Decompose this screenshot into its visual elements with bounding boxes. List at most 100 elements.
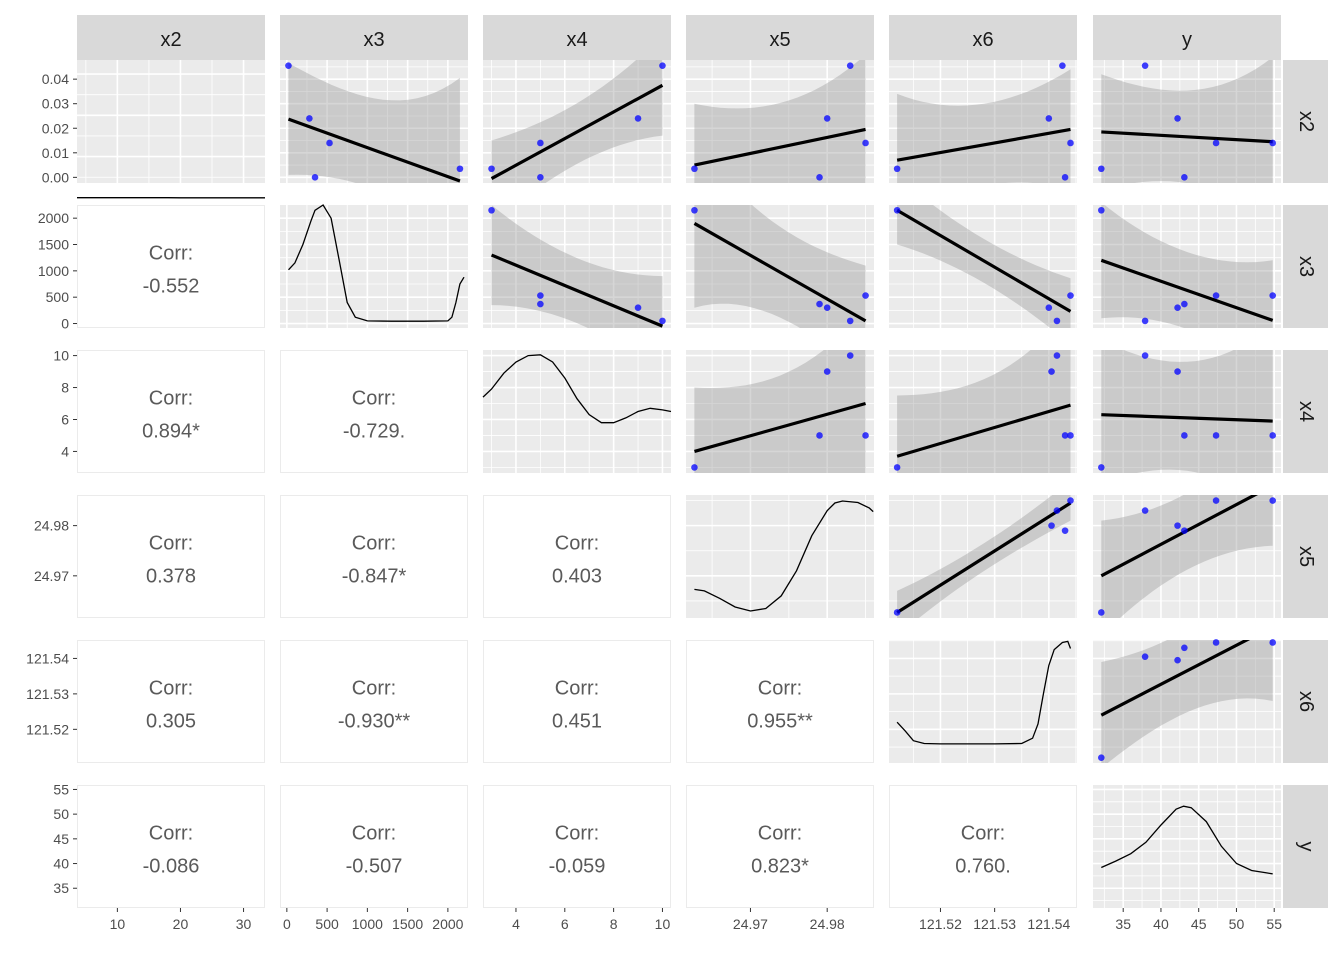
- scatter-point-x2-x4-2: [537, 174, 544, 181]
- strip-label-right-y: y: [1295, 842, 1317, 852]
- scatter-point-x2-x6-2: [1059, 62, 1066, 69]
- scatter-point-x2-x5-2: [824, 115, 831, 122]
- corr-value-x4-x3: -0.729.: [343, 421, 405, 443]
- corr-panel-x4-x3: [281, 351, 468, 473]
- y-tick-label-x3: 1500: [38, 237, 69, 253]
- panel-bg-y-y: [1093, 785, 1281, 908]
- x-tick-label-x3: 500: [315, 916, 339, 932]
- scatter-point-x4-x5-3: [847, 352, 854, 359]
- corr-label-y-x5: Corr:: [758, 823, 802, 845]
- corr-value-x6-x5: 0.955**: [747, 711, 813, 733]
- scatter-point-x2-x6-4: [1067, 140, 1074, 147]
- corr-label-y-x2: Corr:: [149, 823, 193, 845]
- scatter-point-x2-x3-1: [306, 115, 313, 122]
- scatter-point-x3-x4-0: [488, 207, 495, 214]
- scatter-point-x2-x5-4: [862, 140, 869, 147]
- scatter-point-x5-x6-2: [1054, 507, 1061, 514]
- scatter-point-x2-y-3: [1181, 174, 1188, 181]
- corr-panel-y-x6: [890, 786, 1077, 908]
- scatter-point-x4-x6-1: [1048, 368, 1055, 375]
- corr-panel-y-x2: [78, 786, 265, 908]
- scatter-point-x4-y-1: [1142, 352, 1149, 359]
- x-tick-label-x2: 20: [173, 916, 189, 932]
- scatter-point-x3-x5-4: [862, 292, 869, 299]
- corr-value-x6-x4: 0.451: [552, 711, 602, 733]
- corr-label-x5-x4: Corr:: [555, 533, 599, 555]
- scatter-point-x5-y-1: [1142, 507, 1149, 514]
- scatter-point-x3-x6-1: [1046, 304, 1053, 311]
- y-tick-label-x3: 2000: [38, 210, 69, 226]
- scatter-point-x3-y-1: [1142, 318, 1149, 325]
- strip-label-right-x2: x2: [1295, 111, 1317, 132]
- scatter-point-x3-x4-1: [537, 292, 544, 299]
- scatter-point-x3-x5-1: [816, 301, 823, 308]
- scatter-point-x2-x3-3: [312, 174, 319, 181]
- scatter-point-x5-y-2: [1174, 522, 1181, 529]
- x-tick-label-y: 55: [1266, 916, 1282, 932]
- y-tick-label-y: 50: [53, 806, 69, 822]
- y-tick-label-x2: 0.01: [42, 145, 69, 161]
- panel-bg-x5-x5: [686, 495, 874, 618]
- scatter-point-x5-y-0: [1098, 609, 1105, 616]
- scatter-point-x6-y-0: [1098, 754, 1105, 761]
- y-tick-label-y: 45: [53, 831, 69, 847]
- y-tick-label-x6: 121.52: [26, 721, 69, 737]
- strip-label-top-x6: x6: [972, 29, 993, 51]
- scatter-point-x2-x4-3: [635, 115, 642, 122]
- corr-panel-y-x3: [281, 786, 468, 908]
- scatter-point-x2-x5-0: [691, 165, 698, 172]
- scatter-point-x5-y-3: [1181, 527, 1188, 534]
- y-tick-label-x4: 6: [61, 411, 69, 427]
- strip-label-top-y: y: [1182, 29, 1192, 51]
- x-tick-label-x6: 121.53: [973, 916, 1016, 932]
- scatter-point-x5-x6-1: [1048, 522, 1055, 529]
- strip-label-top-x2: x2: [160, 29, 181, 51]
- x-tick-label-x2: 30: [236, 916, 252, 932]
- fit-group-x4-x5: [694, 308, 865, 516]
- strip-label-right-x4: x4: [1295, 401, 1317, 422]
- x-tick-label-x4: 8: [610, 916, 618, 932]
- x-tick-label-x5: 24.98: [810, 916, 845, 932]
- corr-value-y-x4: -0.059: [549, 856, 606, 878]
- y-tick-label-y: 40: [53, 856, 69, 872]
- corr-label-x3-x2: Corr:: [149, 243, 193, 265]
- corr-panel-x3-x2: [78, 206, 265, 328]
- scatter-point-x4-x6-0: [894, 464, 901, 471]
- panel-bg-x3-x3: [280, 205, 468, 328]
- scatter-point-x4-x5-0: [691, 464, 698, 471]
- fit-group-x4-x6: [897, 308, 1070, 516]
- corr-label-y-x6: Corr:: [961, 823, 1005, 845]
- corr-value-x6-x3: -0.930**: [338, 711, 410, 733]
- corr-panel-y-x4: [484, 786, 671, 908]
- scatter-point-x2-x3-2: [326, 140, 333, 147]
- scatter-point-x6-y-4: [1213, 639, 1220, 646]
- scatter-point-x3-x5-3: [847, 318, 854, 325]
- corr-value-y-x3: -0.507: [346, 856, 403, 878]
- x-tick-label-x4: 6: [561, 916, 569, 932]
- scatter-point-x2-x4-4: [659, 62, 666, 69]
- scatter-point-x3-x6-3: [1067, 292, 1074, 299]
- scatter-point-x3-x6-2: [1054, 318, 1061, 325]
- scatter-point-x2-y-4: [1213, 140, 1220, 147]
- scatter-point-x5-x6-3: [1062, 527, 1069, 534]
- corr-panel-x6-x5: [687, 641, 874, 763]
- scatter-point-x5-y-4: [1213, 497, 1220, 504]
- corr-value-y-x6: 0.760.: [955, 856, 1011, 878]
- y-tick-label-x6: 121.54: [26, 650, 69, 666]
- y-tick-label-x3: 1000: [38, 263, 69, 279]
- scatter-point-x3-x4-3: [635, 304, 642, 311]
- scatter-point-x2-x6-1: [1046, 115, 1053, 122]
- scatter-point-x3-x5-2: [824, 304, 831, 311]
- y-tick-label-x2: 0.02: [42, 120, 69, 136]
- corr-label-x6-x2: Corr:: [149, 678, 193, 700]
- corr-panel-x5-x3: [281, 496, 468, 618]
- corr-value-x5-x2: 0.378: [146, 566, 196, 588]
- scatter-point-x3-x4-2: [537, 301, 544, 308]
- x-tick-label-x4: 10: [655, 916, 671, 932]
- scatter-point-x2-x5-1: [816, 174, 823, 181]
- panel-bg-x2-x2: [77, 60, 265, 183]
- y-tick-label-x2: 0.03: [42, 96, 69, 112]
- x-tick-label-x6: 121.54: [1027, 916, 1070, 932]
- scatter-point-x4-x5-2: [824, 368, 831, 375]
